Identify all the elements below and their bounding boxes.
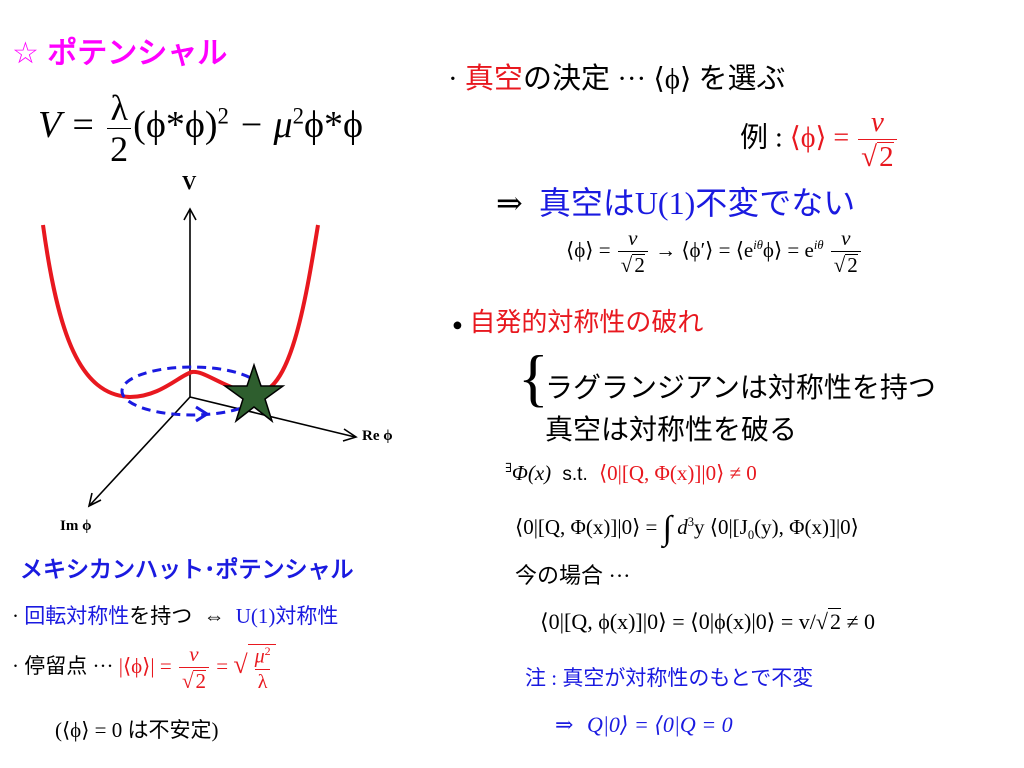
example-line: 例 : ⟨ϕ⟩ = v √2 — [740, 108, 899, 172]
mexican-hat-graph — [41, 207, 358, 508]
re-axis-label: Re ϕ — [362, 428, 393, 444]
slide-title: ☆ ポテンシャル — [12, 37, 228, 70]
note-line: 注 : 真空が対称性のもとで不変 — [525, 666, 814, 690]
circle-arrow — [195, 405, 210, 423]
re-axis — [189, 396, 356, 438]
im-axis-arrow — [87, 492, 102, 508]
re-axis-arrow — [342, 428, 358, 442]
v-axis-arrow — [183, 207, 197, 221]
vacuum-star-icon — [222, 362, 286, 424]
im-axis-label: Im ϕ — [60, 518, 92, 534]
brace-icon: { — [518, 342, 549, 413]
exists-line: ∃Φ(x) s.t. ⟨0|[Q, Φ(x)]|0⟩ ≠ 0 — [505, 461, 757, 485]
potential-curve — [41, 224, 320, 400]
transform-line: ⟨ϕ⟩ = v √2 → ⟨ϕ′⟩ = ⟨eiθϕ⟩ = eiθ v √2 — [566, 228, 863, 276]
final-line: ⇒ Q|0⟩ = ⟨0|Q = 0 — [555, 712, 733, 737]
v-axis-label: V — [182, 172, 197, 194]
mexican-hat-label: メキシカンハット･ポテンシャル — [20, 556, 354, 582]
vacuum-decision-line: · 真空の決定 ··· ⟨ϕ⟩ を選ぶ — [448, 63, 786, 95]
ssb-line-1: ラグランジアンは対称性を持つ — [545, 373, 936, 404]
stationary-point-line: · 停留点 ··· |⟨ϕ⟩| = v √2 = √ μ2 λ — [12, 644, 276, 692]
unstable-note: (⟨ϕ⟩ = 0 は不安定) — [55, 718, 219, 742]
potential-formula: V = λ 2 (ϕ*ϕ)2 − μ2ϕ*ϕ — [38, 88, 364, 169]
rotation-symmetry-line: · 回転対称性を持つ ⇔ U(1)対称性 — [12, 604, 339, 628]
not-invariant-line: ⇒ 真空はU(1)不変でない — [496, 185, 856, 221]
ssb-heading: ● 自発的対称性の破れ — [452, 308, 704, 337]
ssb-line-2: 真空は対称性を破る — [545, 415, 798, 446]
case-label: 今の場合 ··· — [515, 563, 631, 588]
integral-line: ⟨0|[Q, Φ(x)]|0⟩ = ∫ d3y ⟨0|[J0(y), Φ(x)]… — [515, 510, 859, 547]
case-equation: ⟨0|[Q, ϕ(x)]|0⟩ = ⟨0|ϕ(x)|0⟩ = v/√2 ≠ 0 — [540, 608, 876, 634]
